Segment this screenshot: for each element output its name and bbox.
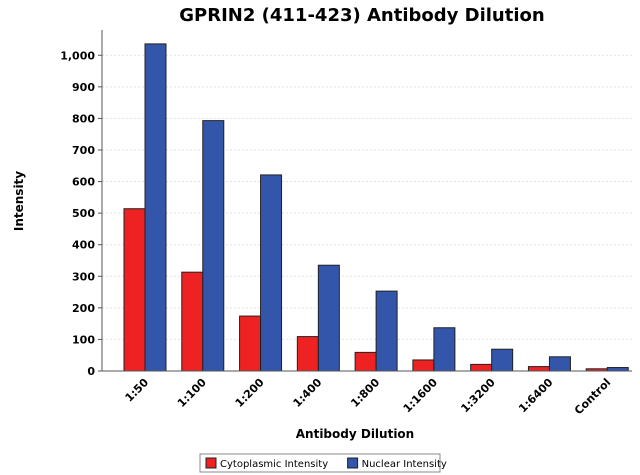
y-tick-label: 200 <box>72 302 95 315</box>
bar-cytoplasmic <box>181 271 204 372</box>
y-tick-label: 900 <box>72 81 95 94</box>
bar-nuclear <box>202 120 225 372</box>
bar-nuclear <box>548 356 571 372</box>
x-tick-label: 1:1600 <box>401 376 441 416</box>
x-tick-label: 1:3200 <box>458 376 498 416</box>
bar-cytoplasmic <box>354 351 377 372</box>
bar-nuclear <box>260 174 283 372</box>
bar-cytoplasmic <box>239 315 262 372</box>
bar-nuclear <box>144 43 167 372</box>
bar-nuclear <box>491 348 514 372</box>
legend-label: Nuclear Intensity <box>362 459 447 470</box>
legend-label: Cytoplasmic Intensity <box>220 459 328 470</box>
x-axis-title: Antibody Dilution <box>296 427 414 441</box>
x-tick-label: Control <box>572 376 613 417</box>
bar-nuclear <box>433 327 456 372</box>
x-tick-label: 1:400 <box>291 376 325 410</box>
bar-cytoplasmic <box>470 363 493 372</box>
x-tick-label: 1:50 <box>123 376 152 405</box>
y-tick-label: 600 <box>72 176 95 189</box>
bar-nuclear <box>375 290 398 372</box>
legend: Cytoplasmic Intensity Nuclear Intensity <box>199 453 447 473</box>
chart-title: GPRIN2 (411-423) Antibody Dilution <box>179 5 544 26</box>
bar-cytoplasmic <box>123 208 146 372</box>
legend-swatch <box>347 457 359 469</box>
y-tick-label: 700 <box>72 144 95 157</box>
x-tick-label: 1:800 <box>348 376 382 410</box>
bar-cytoplasmic <box>412 359 435 372</box>
y-axis-title: Intensity <box>12 171 26 231</box>
y-tick-label: 100 <box>72 333 95 346</box>
x-tick-label: 1:6400 <box>516 376 556 416</box>
bars <box>123 43 629 372</box>
x-tick-label: 1:100 <box>175 376 209 410</box>
bar-nuclear <box>317 264 340 372</box>
y-tick-label: 800 <box>72 112 95 125</box>
y-tick-label: 300 <box>72 270 95 283</box>
legend-swatch <box>205 457 217 469</box>
bar-cytoplasmic <box>296 336 319 372</box>
legend-box <box>199 453 441 473</box>
y-tick-label: 1,000 <box>60 49 95 62</box>
x-tick-labels: 1:50 1:100 1:200 1:400 1:800 1:1600 1:3200 1:64… <box>123 376 614 418</box>
x-tick-label: 1:200 <box>233 376 267 410</box>
bar-cytoplasmic <box>527 366 550 372</box>
y-tick-label: 500 <box>72 207 95 220</box>
y-tick-labels: 0 100 200 300 400 500 600 700 800 900 1,000 <box>60 49 102 378</box>
bar-nuclear <box>606 367 629 372</box>
y-tick-label: 0 <box>87 365 95 378</box>
y-tick-label: 400 <box>72 239 95 252</box>
